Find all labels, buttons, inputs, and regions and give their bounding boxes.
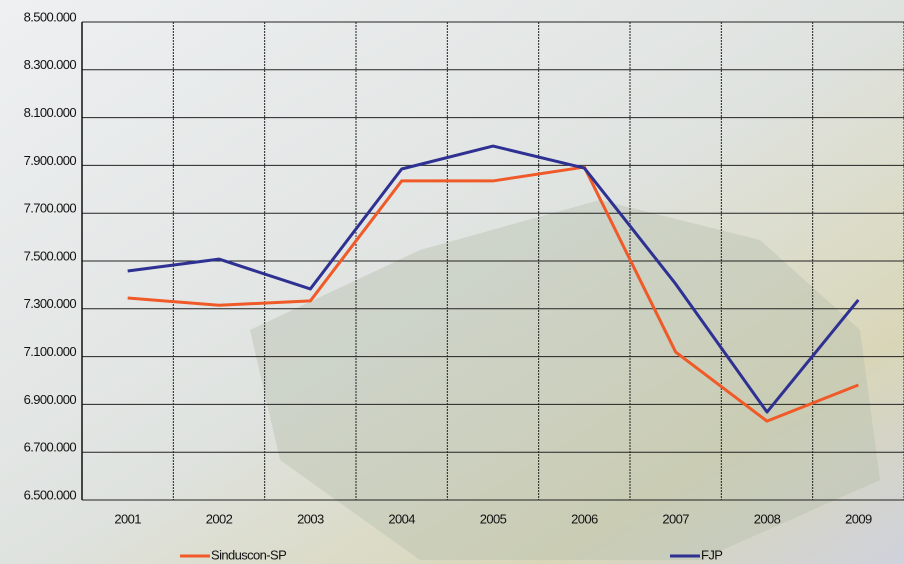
y-tick-label: 7.100.000 xyxy=(24,344,77,359)
x-tick-label: 2005 xyxy=(480,511,507,526)
x-tick-label: 2001 xyxy=(114,511,141,526)
x-tick-label: 2004 xyxy=(388,511,415,526)
legend-label: FJP xyxy=(701,547,722,562)
x-tick-label: 2009 xyxy=(845,511,872,526)
series-line xyxy=(127,144,860,414)
y-tick-label: 7.300.000 xyxy=(24,296,77,311)
x-tick-label: 2007 xyxy=(662,511,689,526)
y-tick-label: 8.300.000 xyxy=(24,57,77,72)
x-tick-label: 2008 xyxy=(754,511,781,526)
x-tick-label: 2006 xyxy=(571,511,598,526)
map-decoration xyxy=(250,200,880,560)
y-tick-label: 6.500.000 xyxy=(24,487,77,502)
x-tick-label: 2002 xyxy=(206,511,233,526)
y-tick-label: 6.700.000 xyxy=(24,440,77,455)
x-tick-label: 2003 xyxy=(297,511,324,526)
series-line xyxy=(127,165,859,423)
y-tick-label: 6.900.000 xyxy=(24,392,77,407)
y-tick-label: 8.100.000 xyxy=(24,105,77,120)
y-tick-label: 8.500.000 xyxy=(24,9,77,24)
y-tick-label: 7.500.000 xyxy=(24,248,77,263)
y-tick-label: 7.900.000 xyxy=(24,153,77,168)
y-tick-label: 7.700.000 xyxy=(24,201,77,216)
legend-label: Sinduscon-SP xyxy=(211,547,286,562)
